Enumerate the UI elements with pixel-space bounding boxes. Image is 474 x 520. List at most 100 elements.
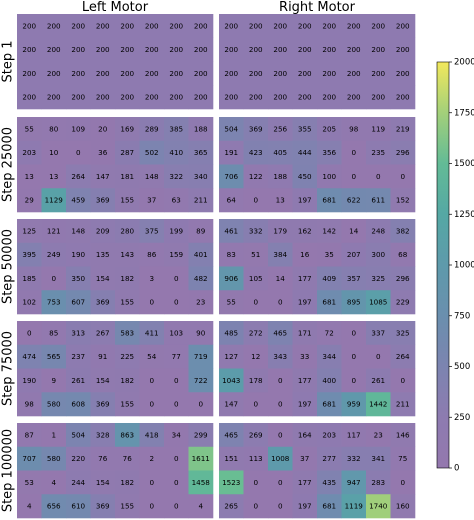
heatmap-cell-label: 200	[194, 93, 208, 102]
column-titles: Left Motor Right Motor	[82, 0, 356, 15]
heatmap-cell	[41, 423, 67, 448]
heatmap-cell	[243, 140, 269, 165]
heatmap-cell-label: 55	[25, 124, 34, 133]
heatmap-cell-label: 113	[249, 454, 263, 463]
heatmap-cell-label: 0	[376, 352, 381, 361]
heatmap-cell-label: 12	[251, 352, 260, 361]
heatmap-cell	[243, 37, 269, 62]
heatmap-cell-label: 382	[396, 226, 410, 235]
heatmap-cell	[139, 117, 165, 142]
heatmap-cell	[366, 164, 391, 189]
heatmap-cell	[115, 14, 140, 39]
heatmap-cell-label: 369	[96, 400, 110, 409]
heatmap-cell-label: 199	[169, 226, 183, 235]
panel-step-25000-right: 504 369 256 355 205 98 119 219 191 423 405 444 356 0 2…	[219, 117, 416, 213]
colorbar-tick-label: 1250	[454, 210, 474, 220]
heatmap-cell-label: 83	[227, 250, 236, 259]
heatmap-cell-label: 200	[194, 69, 208, 78]
heatmap-cell	[268, 446, 293, 471]
heatmap-cell-label: 117	[347, 430, 361, 439]
heatmap-cell	[115, 446, 140, 471]
panel-step-1-left: 200 200 200 200 200 200 200 200 200 200 200 200 200 2…	[17, 14, 214, 110]
heatmap-cell-label: 474	[22, 352, 36, 361]
heatmap-cell-label: 200	[322, 21, 336, 30]
heatmap-cell-label: 155	[120, 196, 134, 205]
heatmap-cell	[219, 321, 244, 346]
heatmap-cell	[188, 188, 214, 213]
colorbar-tick-label: 250	[454, 413, 470, 423]
heatmap-cell-label: 200	[96, 93, 110, 102]
heatmap-cell	[390, 266, 416, 291]
row-titles: Step 1 Step 25000 Step 50000 Step 75000 …	[1, 40, 16, 512]
heatmap-cell	[66, 219, 91, 244]
heatmap-cell	[188, 494, 214, 519]
heatmap-cell	[366, 85, 391, 110]
heatmap-cell	[292, 344, 318, 369]
heatmap-cell	[66, 494, 91, 519]
heatmap-cell	[66, 266, 91, 291]
heatmap-cell-label: 188	[194, 124, 208, 133]
heatmap-cell-label: 200	[120, 69, 134, 78]
heatmap-cell-label: 0	[149, 376, 154, 385]
heatmap-cell	[164, 392, 189, 417]
heatmap-cell-label: 722	[194, 376, 208, 385]
heatmap-cell-label: 105	[249, 274, 263, 283]
heatmap-cell-label: 248	[371, 226, 385, 235]
heatmap-cell-label: 289	[145, 124, 159, 133]
heatmap-cell	[317, 140, 342, 165]
heatmap-cell	[17, 37, 42, 62]
heatmap-cell-label: 200	[22, 21, 36, 30]
heatmap-cell-label: 200	[298, 45, 312, 54]
heatmap-cell	[268, 290, 293, 315]
heatmap-cell	[366, 368, 391, 393]
heatmap-cell	[66, 321, 91, 346]
heatmap-cell-label: 580	[47, 454, 61, 463]
heatmap-cell-label: 200	[224, 93, 238, 102]
heatmap-cell	[188, 242, 214, 267]
heatmap-cell	[317, 494, 342, 519]
heatmap-cell	[66, 446, 91, 471]
heatmap-cell	[292, 446, 318, 471]
heatmap-cell-label: 267	[96, 328, 110, 337]
heatmap-cell-label: 203	[322, 430, 336, 439]
heatmap-cell	[341, 423, 367, 448]
heatmap-cell	[17, 290, 42, 315]
heatmap-cell	[115, 242, 140, 267]
heatmap-cell	[90, 37, 116, 62]
heatmap-cell	[341, 321, 367, 346]
heatmap-cell	[341, 470, 367, 495]
heatmap-cell-label: 159	[169, 250, 183, 259]
heatmap-cell-label: 435	[322, 478, 336, 487]
heatmap-cell	[366, 392, 391, 417]
heatmap-cell	[66, 164, 91, 189]
heatmap-cell-label: 1008	[271, 454, 290, 463]
heatmap-cell-label: 146	[396, 430, 410, 439]
heatmap-cell-label: 332	[249, 226, 263, 235]
heatmap-cell	[317, 164, 342, 189]
heatmap-cell	[115, 188, 140, 213]
heatmap-cell-label: 369	[96, 196, 110, 205]
heatmap-cell	[115, 392, 140, 417]
heatmap-cell	[90, 392, 116, 417]
heatmap-cell-label: 200	[71, 69, 85, 78]
heatmap-cell	[268, 470, 293, 495]
heatmap-cell-label: 0	[27, 328, 32, 337]
heatmap-cell-label: 200	[347, 21, 361, 30]
heatmap-cell	[243, 242, 269, 267]
heatmap-cell-label: 190	[71, 250, 85, 259]
heatmap-cell-label: 261	[71, 376, 85, 385]
heatmap-cell	[268, 37, 293, 62]
panel-step-25000-left: 55 80 109 20 169 289 385 188 203 10 0 36 287 502 410 36…	[17, 117, 214, 213]
heatmap-cell-label: 0	[174, 376, 179, 385]
row-title-step-75000: Step 75000	[1, 331, 16, 406]
heatmap-cell-label: 200	[120, 21, 134, 30]
heatmap-cell-label: 220	[71, 454, 85, 463]
heatmap-cell	[219, 37, 244, 62]
heatmap-cell	[268, 61, 293, 86]
heatmap-cell-label: 906	[224, 274, 238, 283]
heatmap-cell	[90, 368, 116, 393]
heatmap-cell	[90, 290, 116, 315]
heatmap-cell	[219, 188, 244, 213]
heatmap-cell	[390, 423, 416, 448]
heatmap-cell	[139, 37, 165, 62]
